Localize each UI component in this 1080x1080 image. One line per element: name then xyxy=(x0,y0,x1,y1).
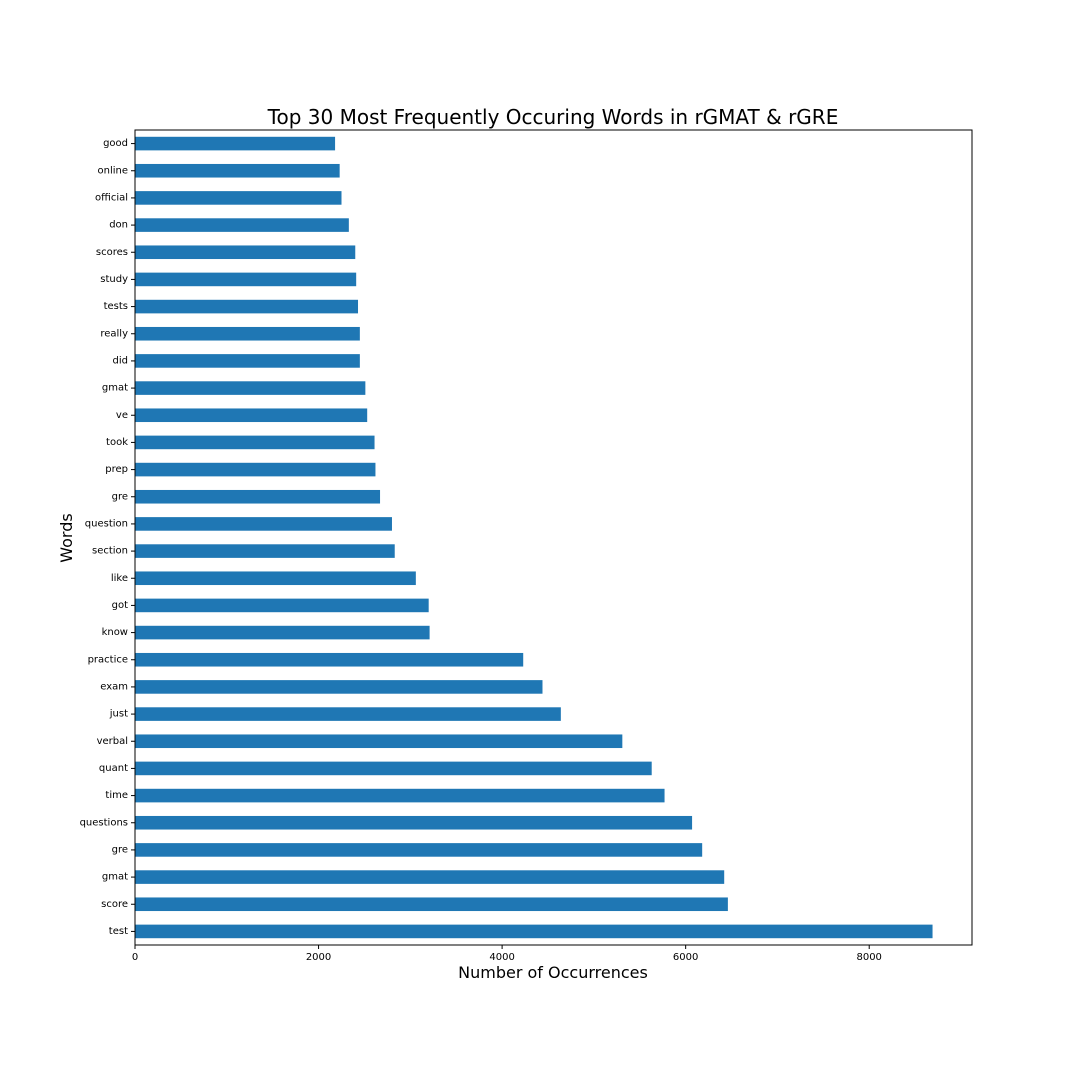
x-tick-label: 0 xyxy=(132,952,138,963)
x-axis-ticks: 0 2000 4000 6000 8000 xyxy=(132,945,882,963)
bar-time xyxy=(135,788,665,803)
bar-know xyxy=(135,625,430,640)
y-tick-label: question xyxy=(85,518,128,529)
y-tick-label: gre xyxy=(112,844,128,855)
bar-study xyxy=(135,272,357,287)
bar-really xyxy=(135,326,360,341)
plot-area-frame xyxy=(134,129,973,946)
y-tick-label: scores xyxy=(96,247,128,258)
y-tick-label: got xyxy=(112,600,128,611)
y-tick-label: took xyxy=(106,437,128,448)
y-axis-ticks: test score gmat gre questions time quant verbal… xyxy=(80,138,135,937)
y-tick-label: exam xyxy=(100,681,128,692)
x-tick-label: 6000 xyxy=(673,952,698,963)
bar-quant xyxy=(135,761,652,776)
y-tick-label: official xyxy=(95,192,128,203)
y-tick-label: don xyxy=(109,220,128,231)
bar-just xyxy=(135,707,561,721)
bar-exam xyxy=(135,680,543,694)
y-tick-label: did xyxy=(113,355,128,366)
y-tick-label: like xyxy=(111,573,128,584)
bar-tests xyxy=(135,299,359,314)
bar-gmat xyxy=(135,381,366,395)
y-tick-label: ve xyxy=(116,410,128,421)
bar-gre xyxy=(135,489,381,504)
bar-good xyxy=(135,136,336,151)
y-tick-label: practice xyxy=(88,654,128,665)
bar-section xyxy=(135,544,395,558)
y-tick-label: gmat xyxy=(102,872,128,883)
bar-ve xyxy=(135,408,368,423)
bar-online xyxy=(135,163,340,178)
y-tick-label: tests xyxy=(104,301,128,312)
y-tick-label: really xyxy=(100,328,128,339)
y-tick-label: prep xyxy=(105,464,128,475)
bar-score xyxy=(135,897,728,912)
y-tick-label: score xyxy=(101,899,128,910)
y-tick-label: good xyxy=(103,138,128,149)
bar-scores xyxy=(135,245,356,260)
chart-title: Top 30 Most Frequently Occuring Words in… xyxy=(267,105,839,129)
bar-don xyxy=(135,218,349,232)
y-tick-label: just xyxy=(109,709,128,720)
bar-prep xyxy=(135,462,376,477)
bar-official xyxy=(135,191,342,205)
x-tick-label: 8000 xyxy=(856,952,881,963)
y-tick-label: quant xyxy=(99,763,128,774)
y-tick-label: gre xyxy=(112,491,128,502)
bar-question xyxy=(135,517,392,531)
x-tick-label: 4000 xyxy=(489,952,514,963)
bars-group xyxy=(135,136,933,939)
bar-took xyxy=(135,435,375,450)
y-axis-label: Words xyxy=(57,513,76,562)
bar-gre xyxy=(135,843,703,857)
x-axis-label: Number of Occurrences xyxy=(458,963,648,982)
bar-got xyxy=(135,598,429,613)
y-tick-label: questions xyxy=(80,817,128,828)
x-tick-label: 2000 xyxy=(306,952,331,963)
bar-questions xyxy=(135,815,693,830)
y-tick-label: online xyxy=(97,165,128,176)
y-tick-label: section xyxy=(92,546,128,557)
bar-like xyxy=(135,571,416,586)
bar-practice xyxy=(135,652,524,667)
y-tick-label: verbal xyxy=(97,736,128,747)
bar-test xyxy=(135,924,933,939)
y-tick-label: time xyxy=(105,790,128,801)
bar-did xyxy=(135,354,360,368)
y-tick-label: test xyxy=(109,926,128,937)
bar-gmat xyxy=(135,870,725,884)
y-tick-label: know xyxy=(102,627,128,638)
bar-verbal xyxy=(135,734,623,749)
y-tick-label: gmat xyxy=(102,383,128,394)
y-tick-label: study xyxy=(100,274,128,285)
